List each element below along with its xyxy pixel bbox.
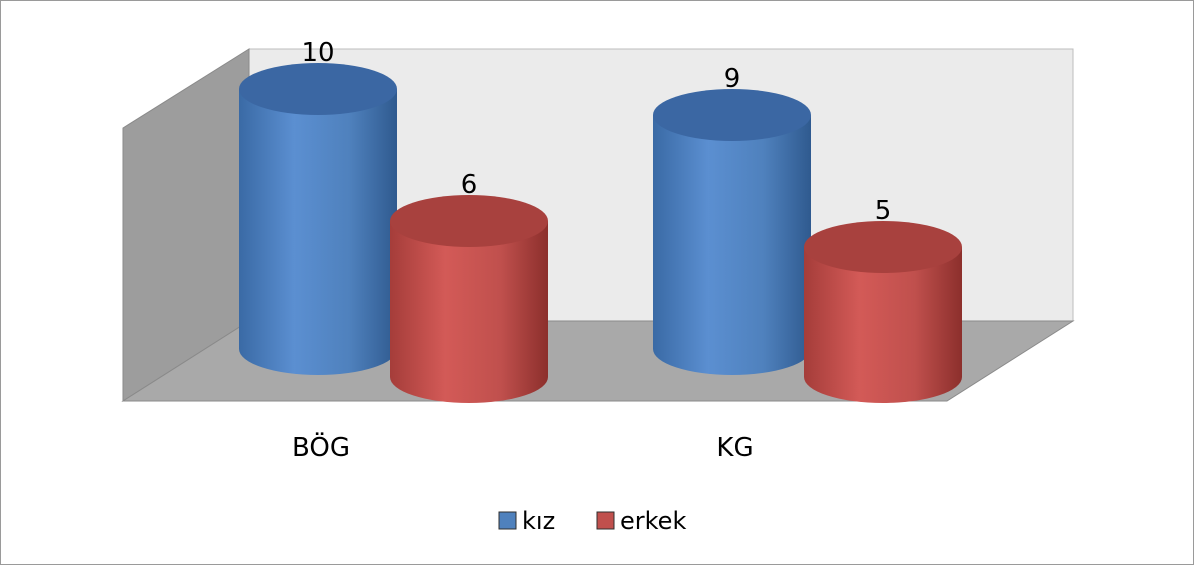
cylinder-top: [653, 89, 811, 141]
cylinder-top: [390, 195, 548, 247]
legend-label: kız: [522, 507, 555, 535]
category-label-1: KG: [716, 433, 753, 463]
legend-swatch: [596, 511, 615, 530]
bar-erkek-0: [390, 195, 548, 403]
legend-swatch: [498, 511, 517, 530]
legend-item-erkek: erkek: [596, 507, 686, 535]
bar-kız-1: [653, 89, 811, 375]
cylinder-body: [804, 247, 962, 403]
data-label-erkek-1: 5: [875, 196, 892, 226]
cylinder-body: [390, 221, 548, 403]
bar-kız-0: [239, 63, 397, 375]
cylinder-top: [804, 221, 962, 273]
legend: kız erkek: [498, 507, 686, 535]
labels-layer: 10 6 BÖG 9 5 KG: [292, 38, 891, 463]
data-label-kız-1: 9: [724, 64, 741, 94]
legend-item-kız: kız: [498, 507, 555, 535]
category-label-0: BÖG: [292, 431, 350, 463]
cylinder-body: [653, 115, 811, 375]
cylinder-top: [239, 63, 397, 115]
data-label-kız-0: 10: [301, 38, 334, 68]
data-label-erkek-0: 6: [461, 170, 478, 200]
legend-label: erkek: [620, 507, 686, 535]
bars-layer: [239, 63, 962, 403]
cylinder-body: [239, 89, 397, 375]
bar-erkek-1: [804, 221, 962, 403]
